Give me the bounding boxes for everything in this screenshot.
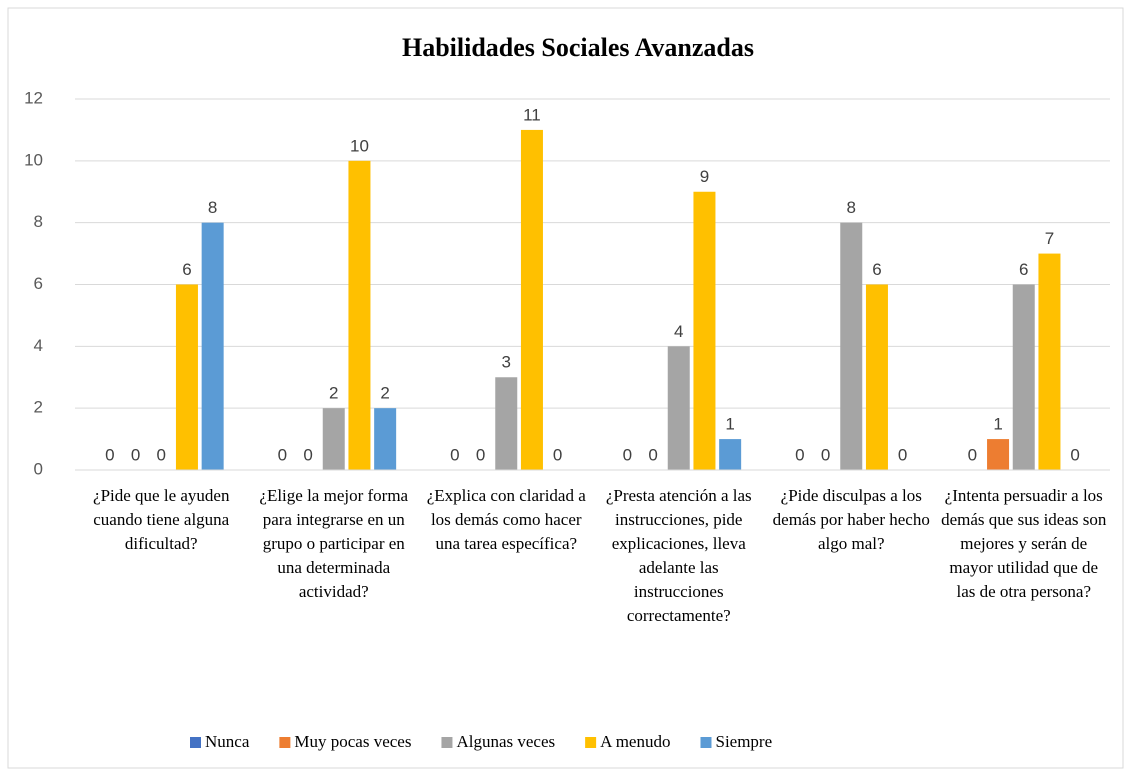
x-tick-label: ¿Pide que le ayuden cuando tiene alguna di… xyxy=(93,486,230,553)
data-label: 0 xyxy=(105,445,114,464)
bar xyxy=(719,439,742,470)
bar xyxy=(348,160,371,471)
y-tick-label: 4 xyxy=(34,336,43,355)
bar xyxy=(201,222,224,470)
y-tick-label: 10 xyxy=(24,150,43,169)
chart-border xyxy=(7,7,1124,769)
data-label: 0 xyxy=(476,445,485,464)
legend-swatch xyxy=(190,737,201,748)
legend-swatch xyxy=(441,737,453,748)
bar xyxy=(1038,253,1061,470)
legend-swatch xyxy=(700,737,712,748)
y-tick-label: 2 xyxy=(34,398,43,417)
data-label: 6 xyxy=(1019,260,1028,279)
data-label: 3 xyxy=(502,353,511,372)
data-label: 0 xyxy=(157,445,166,464)
data-label: 0 xyxy=(648,445,657,464)
legend-swatch xyxy=(279,737,291,748)
data-label: 0 xyxy=(795,445,804,464)
x-tick-label: ¿Presta atención a las instrucciones, pid… xyxy=(606,486,752,625)
data-label: 6 xyxy=(182,260,191,279)
data-label: 1 xyxy=(725,415,734,434)
bar xyxy=(374,408,397,470)
bar xyxy=(495,377,518,470)
data-label: 0 xyxy=(553,445,562,464)
data-label: 1 xyxy=(993,415,1002,434)
data-label: 11 xyxy=(523,105,541,124)
x-tick-label: ¿Intenta persuadir a los demás que sus id… xyxy=(941,486,1107,601)
bar xyxy=(865,284,888,470)
data-label: 0 xyxy=(821,445,830,464)
bar xyxy=(322,408,345,470)
y-tick-label: 0 xyxy=(34,459,43,478)
data-label: 8 xyxy=(208,198,217,217)
legend-label: Muy pocas veces xyxy=(294,732,411,751)
data-label: 0 xyxy=(968,445,977,464)
data-label: 8 xyxy=(847,198,856,217)
data-label: 0 xyxy=(450,445,459,464)
y-tick-label: 8 xyxy=(34,212,43,231)
bar xyxy=(667,346,690,470)
data-label: 6 xyxy=(872,260,881,279)
data-label: 0 xyxy=(623,445,632,464)
x-tick-label: ¿Elige la mejor forma para integrarse en … xyxy=(259,486,408,601)
bar xyxy=(520,129,543,470)
legend-label: A menudo xyxy=(600,732,670,751)
data-label: 0 xyxy=(131,445,140,464)
data-label: 9 xyxy=(700,167,709,186)
data-label: 2 xyxy=(380,384,389,403)
bar xyxy=(987,439,1010,470)
y-tick-label: 12 xyxy=(24,88,43,107)
bar xyxy=(840,222,863,470)
legend-label: Nunca xyxy=(205,732,250,751)
y-tick-label: 6 xyxy=(34,274,43,293)
data-label: 0 xyxy=(1070,445,1079,464)
legend-label: Siempre xyxy=(715,732,772,751)
data-label: 0 xyxy=(303,445,312,464)
legend-label: Algunas veces xyxy=(456,732,555,751)
bar xyxy=(1012,284,1035,470)
data-label: 2 xyxy=(329,384,338,403)
data-label: 4 xyxy=(674,322,683,341)
x-tick-label: ¿Pide disculpas a los demás por haber hec… xyxy=(773,486,930,553)
data-label: 10 xyxy=(350,136,369,155)
legend-swatch xyxy=(585,737,597,748)
data-label: 0 xyxy=(898,445,907,464)
x-tick-label: ¿Explica con claridad a los demás como ha… xyxy=(427,486,587,553)
data-label: 7 xyxy=(1045,229,1054,248)
data-label: 0 xyxy=(278,445,287,464)
bar xyxy=(175,284,198,470)
chart-title: Habilidades Sociales Avanzadas xyxy=(402,33,754,62)
bar xyxy=(693,191,716,470)
